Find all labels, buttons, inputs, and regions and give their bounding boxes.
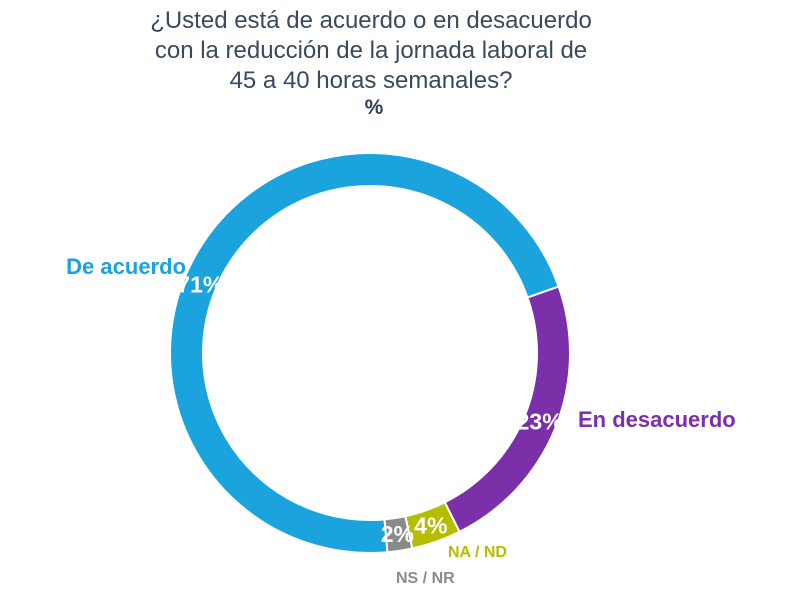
slice-value-label-de-acuerdo: 71% xyxy=(177,271,223,297)
chart-unit: % xyxy=(364,96,384,119)
slice-value-label-en-desacuerdo: 23% xyxy=(517,409,563,435)
chart-title-line-3: 45 a 40 horas semanales? xyxy=(229,67,513,94)
slice-value-label-na-nd: 4% xyxy=(414,513,447,539)
chart-title-line-2: con la reducción de la jornada laboral d… xyxy=(154,37,588,64)
category-label-na-nd: NA / ND xyxy=(448,544,507,561)
donut-slice-de-acuerdo xyxy=(169,152,560,554)
category-label-en-desacuerdo: En desacuerdo xyxy=(578,407,736,432)
slice-value-label-ns-nr: 2% xyxy=(381,521,414,547)
donut-slice-ns-nr xyxy=(383,515,414,554)
chart-title: ¿Usted está de acuerdo o en desacuerdo c… xyxy=(0,6,742,96)
category-label-ns-nr: NS / NR xyxy=(396,570,455,587)
chart-title-line-1: ¿Usted está de acuerdo o en desacuerdo xyxy=(150,7,592,34)
category-label-de-acuerdo: De acuerdo xyxy=(66,254,186,279)
